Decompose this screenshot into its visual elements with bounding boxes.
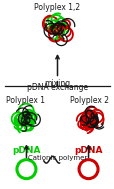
Text: mixing: mixing [44, 79, 70, 88]
Text: pDNA: pDNA [12, 146, 40, 155]
Text: Polyplex 1,2: Polyplex 1,2 [34, 3, 80, 12]
Text: pDNA exchange: pDNA exchange [27, 83, 87, 92]
Text: Polyplex 2: Polyplex 2 [70, 96, 108, 105]
Text: pDNA: pDNA [74, 146, 102, 155]
Text: Polyplex 1: Polyplex 1 [6, 96, 44, 105]
Text: Cationic polymer: Cationic polymer [28, 155, 86, 161]
